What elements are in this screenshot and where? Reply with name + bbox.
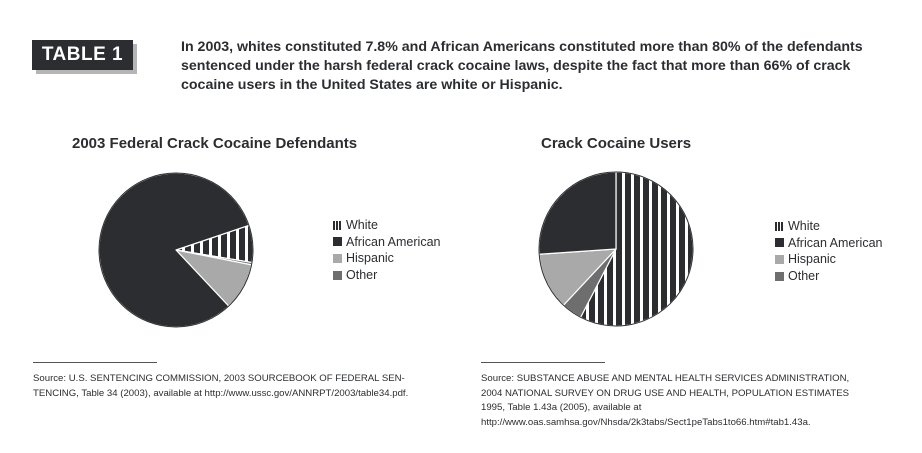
legend-label: Other: [346, 267, 378, 282]
legend-item-hispanic: Hispanic: [775, 251, 882, 268]
legend-item-other: Other: [333, 267, 440, 284]
source-line: TENCING, Table 34 (2003), available at h…: [33, 387, 409, 399]
pie-chart-defendants: [98, 172, 254, 328]
legend-item-other: Other: [775, 268, 882, 285]
legend-label: African American: [788, 235, 883, 250]
source-left: Source: U.S. SENTENCING COMMISSION, 2003…: [33, 372, 408, 401]
source-divider-left: [33, 362, 157, 363]
legend-swatch-other: [333, 270, 342, 280]
legend-label: Hispanic: [788, 252, 836, 267]
chart-title-defendants: 2003 Federal Crack Cocaine Defendants: [72, 135, 358, 152]
legend-label: White: [346, 218, 378, 232]
chart-title-users: Crack Cocaine Users: [541, 135, 692, 152]
pie-slice-african-american: [538, 171, 617, 255]
table-badge: TABLE 1: [32, 40, 133, 70]
legend-item-white: White: [333, 217, 440, 234]
legend-swatch-african-american: [775, 238, 784, 248]
pie-outline: [98, 172, 254, 328]
source-line: 1995, Table 1.43a (2005), available at: [481, 402, 642, 413]
legend-item-african-american: African American: [775, 235, 882, 252]
legend-users: White African American Hispanic Other: [775, 218, 882, 284]
source-line: 2004 NATIONAL SURVEY ON DRUG USE AND HEA…: [481, 387, 850, 399]
legend-label: Hispanic: [346, 251, 394, 266]
legend-item-african-american: African American: [333, 234, 440, 251]
legend-swatch-hispanic: [333, 253, 342, 263]
legend-swatch-hispanic: [775, 254, 784, 264]
legend-label: White: [788, 219, 820, 233]
legend-item-hispanic: Hispanic: [333, 250, 440, 267]
legend-swatch-white: [775, 221, 784, 231]
legend-swatch-african-american: [333, 237, 342, 247]
pie-chart-users: [538, 171, 694, 327]
pie-outline: [538, 171, 694, 327]
legend-label: Other: [788, 268, 820, 283]
legend-defendants: White African American Hispanic Other: [333, 217, 440, 283]
headline: In 2003, whites constituted 7.8% and Afr…: [181, 39, 863, 93]
source-line: http://www.oas.samhsa.gov/Nhsda/2k3tabs/…: [481, 416, 811, 428]
legend-item-white: White: [775, 218, 882, 235]
source-line: Source: U.S. SENTENCING COMMISSION, 2003…: [33, 373, 405, 384]
source-line: Source: SUBSTANCE ABUSE AND MENTAL HEALT…: [481, 373, 850, 384]
source-right: Source: SUBSTANCE ABUSE AND MENTAL HEALT…: [481, 372, 849, 430]
legend-swatch-white: [333, 220, 342, 230]
source-divider-right: [481, 362, 605, 363]
legend-label: African American: [346, 234, 441, 249]
legend-swatch-other: [775, 271, 784, 281]
